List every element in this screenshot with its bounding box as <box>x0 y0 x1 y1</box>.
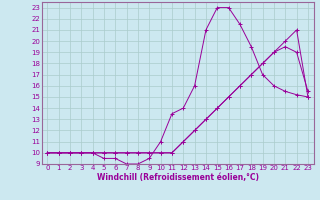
X-axis label: Windchill (Refroidissement éolien,°C): Windchill (Refroidissement éolien,°C) <box>97 173 259 182</box>
